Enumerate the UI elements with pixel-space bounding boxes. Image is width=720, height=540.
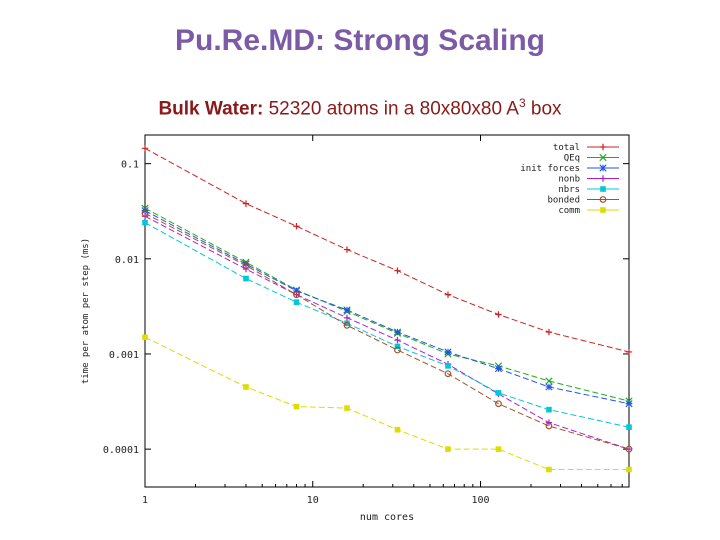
data-point — [445, 446, 451, 452]
legend-label: comm — [558, 206, 580, 216]
x-tick-label: 100 — [471, 495, 489, 506]
data-point — [444, 291, 452, 298]
legend-marker — [600, 186, 606, 192]
data-point — [626, 466, 632, 473]
data-point — [293, 291, 300, 299]
legend-marker — [599, 153, 607, 162]
subtitle-superscript: 3 — [518, 96, 526, 110]
data-point — [344, 405, 350, 411]
data-point — [545, 422, 553, 430]
data-point — [242, 200, 250, 207]
series-line — [144, 207, 630, 402]
series-bonded — [141, 210, 633, 453]
legend-label: QEq — [564, 154, 580, 164]
data-point — [393, 328, 402, 336]
series-nbrs — [142, 219, 632, 431]
data-point — [545, 377, 553, 385]
data-point — [292, 287, 301, 295]
slide-subtitle: Bulk Water: 52320 atoms in a 80x80x80 A3… — [0, 96, 720, 120]
y-axis-label: time per atom per step (ms) — [81, 238, 91, 384]
plot-frame — [144, 134, 630, 488]
data-point — [444, 370, 452, 378]
data-point — [243, 275, 249, 282]
legend-label: init forces — [520, 164, 580, 174]
data-point — [243, 384, 249, 390]
subtitle-text: 52320 atoms in a 80x80x80 A — [263, 98, 519, 120]
data-point — [242, 260, 250, 268]
data-point — [546, 466, 552, 473]
data-point — [495, 390, 502, 396]
subtitle-bold: Bulk Water: — [158, 98, 264, 120]
data-point — [625, 445, 633, 453]
data-point — [625, 400, 633, 408]
data-point — [394, 346, 401, 354]
legend-marker — [599, 175, 607, 182]
series-line — [144, 222, 630, 428]
data-point — [546, 406, 552, 413]
data-point — [495, 311, 502, 318]
series-line — [144, 336, 629, 471]
legend-marker — [600, 207, 606, 213]
series-init-forces — [141, 207, 633, 408]
subtitle-tail: box — [525, 98, 562, 120]
data-point — [394, 267, 401, 274]
series-lines — [141, 145, 633, 473]
data-point — [242, 265, 250, 273]
data-point — [545, 328, 553, 336]
series-comm — [142, 334, 632, 473]
legend-label: bonded — [547, 196, 580, 206]
data-point — [494, 365, 503, 373]
axis-ticks: 1 10 100 0.1 0.01 0.001 0.0001 — [103, 135, 629, 506]
y-tick-label: 0.0001 — [103, 445, 139, 456]
y-tick-label: 0.1 — [121, 160, 139, 171]
legend-marker — [599, 143, 607, 151]
legend-marker — [599, 164, 607, 172]
legend-label: nonb — [558, 175, 580, 185]
data-point — [142, 219, 148, 226]
data-point — [445, 363, 451, 369]
series-nonb — [141, 213, 633, 453]
data-point — [394, 336, 401, 344]
y-tick-label: 0.001 — [109, 350, 139, 361]
data-point — [343, 306, 351, 314]
data-point — [495, 446, 502, 452]
data-point — [394, 343, 401, 350]
data-point — [343, 314, 351, 321]
y-tick-label: 0.01 — [115, 255, 139, 266]
x-tick-label: 10 — [307, 495, 319, 506]
data-point — [343, 246, 351, 253]
legend-label: nbrs — [558, 185, 580, 195]
series-QEq — [141, 204, 633, 405]
data-point — [242, 262, 250, 269]
data-point — [293, 403, 300, 410]
series-line — [144, 210, 630, 405]
data-point — [495, 400, 502, 408]
series-line — [144, 147, 630, 353]
data-point — [293, 223, 300, 230]
series-total — [141, 145, 633, 356]
data-point — [141, 145, 149, 152]
data-point — [444, 348, 452, 356]
data-point — [545, 383, 553, 391]
slide-title: Pu.Re.MD: Strong Scaling — [174, 24, 546, 57]
data-point — [293, 299, 300, 305]
data-point — [394, 426, 401, 433]
data-point — [142, 334, 148, 341]
x-tick-label: 1 — [142, 495, 148, 506]
data-point — [626, 424, 632, 431]
x-axis-label: num cores — [360, 512, 414, 523]
data-point — [343, 321, 351, 329]
data-point — [625, 348, 633, 356]
legend-marker — [599, 196, 607, 203]
legend-label: total — [553, 143, 580, 153]
data-point — [344, 320, 350, 327]
data-point — [141, 210, 149, 217]
